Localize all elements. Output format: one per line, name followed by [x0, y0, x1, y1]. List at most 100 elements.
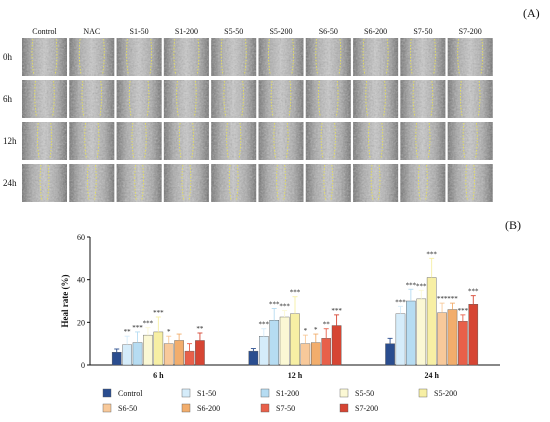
- column-label: S6-200: [364, 27, 387, 36]
- micrograph-image: [447, 164, 493, 202]
- error-bar: [250, 348, 256, 352]
- legend-label: S6-50: [118, 404, 137, 413]
- legend-swatch: [260, 388, 270, 398]
- significance-label: *: [167, 328, 171, 336]
- significance-label: ***: [331, 307, 342, 315]
- significance-label: ***: [132, 324, 143, 332]
- bar: [447, 309, 458, 366]
- error-bar: [449, 302, 455, 310]
- bar: [331, 325, 342, 366]
- error-bar: [439, 302, 445, 313]
- significance-label: ***: [468, 288, 479, 296]
- row-label: 24h: [3, 178, 17, 188]
- bar: [406, 300, 416, 366]
- column-label: S7-50: [413, 27, 432, 36]
- micrograph-image: [353, 122, 399, 160]
- bar: [311, 342, 321, 366]
- micrograph-image: [211, 80, 257, 118]
- micrograph-image: [116, 80, 162, 118]
- micrograph-image: [400, 38, 446, 76]
- bar: [248, 350, 259, 366]
- micrograph-image: [305, 80, 351, 118]
- error-bar: [187, 343, 193, 352]
- significance-label: *: [314, 326, 318, 334]
- error-bar: [408, 288, 414, 301]
- bar: [122, 344, 132, 366]
- legend-swatch: [339, 388, 349, 398]
- micrograph-image: [447, 38, 493, 76]
- y-axis-title: Heal rate (%): [60, 275, 70, 328]
- micrograph-image: [69, 122, 115, 160]
- error-bar: [429, 257, 435, 278]
- bar: [184, 350, 195, 366]
- bar: [395, 313, 406, 366]
- panel-b-letter: (B): [505, 218, 521, 232]
- row-label: 0h: [3, 52, 13, 62]
- error-bar: [387, 337, 393, 344]
- legend-swatch: [418, 388, 428, 398]
- bar: [468, 304, 479, 366]
- legend-swatch: [181, 388, 191, 398]
- micrograph-image: [22, 164, 67, 202]
- error-bar: [135, 331, 141, 343]
- micrograph-image: [258, 38, 304, 76]
- legend-item: S7-200: [339, 403, 378, 413]
- legend-swatch: [102, 388, 112, 398]
- legend-label: S1-200: [276, 389, 299, 398]
- error-bar: [313, 333, 319, 343]
- error-bar: [114, 348, 120, 353]
- error-bar: [292, 296, 298, 314]
- error-bar: [470, 295, 476, 305]
- column-label: S5-50: [224, 27, 243, 36]
- column-label: NAC: [83, 27, 100, 36]
- row-label: 12h: [3, 136, 17, 146]
- column-label: S5-200: [269, 27, 292, 36]
- bar: [300, 343, 311, 366]
- error-bar: [197, 332, 203, 341]
- error-bar: [124, 335, 130, 345]
- significance-label: ***: [269, 300, 280, 308]
- error-bar: [282, 310, 288, 317]
- legend-label: S7-50: [276, 404, 295, 413]
- micrograph-image: [116, 122, 162, 160]
- legend-label: S7-200: [355, 404, 378, 413]
- micrograph-image: [69, 80, 115, 118]
- legend-label: S6-200: [197, 404, 220, 413]
- y-tick-label: 60: [77, 233, 85, 242]
- column-label: S7-200: [459, 27, 482, 36]
- bar: [111, 352, 122, 366]
- legend-item: S5-200: [418, 388, 457, 398]
- legend-item: S7-50: [260, 403, 295, 413]
- micrograph-image: [353, 38, 399, 76]
- significance-label: ***: [406, 281, 417, 289]
- error-bar: [460, 314, 466, 322]
- significance-label: ***: [447, 295, 458, 303]
- column-label: Control: [32, 27, 57, 36]
- micrograph-image: [447, 80, 493, 118]
- bar: [269, 320, 280, 366]
- error-bar: [166, 335, 172, 344]
- bar: [132, 342, 143, 366]
- legend-swatch: [181, 403, 191, 413]
- column-label: S1-50: [130, 27, 149, 36]
- significance-label: **: [124, 328, 132, 336]
- bar: [290, 313, 300, 366]
- x-category-label: 24 h: [424, 371, 439, 380]
- bar: [153, 331, 164, 366]
- significance-label: **: [196, 325, 204, 333]
- significance-label: ***: [395, 298, 406, 306]
- bar: [163, 343, 174, 366]
- significance-label: ***: [426, 250, 437, 258]
- legend-item: S5-50: [339, 388, 374, 398]
- error-bar: [302, 334, 308, 344]
- micrograph-image: [116, 38, 162, 76]
- legend-label: S1-50: [197, 389, 216, 398]
- micrograph-image: [353, 80, 399, 118]
- micrograph-image: [447, 122, 493, 160]
- micrograph-image: [400, 122, 446, 160]
- column-label: S1-200: [175, 27, 198, 36]
- micrograph-image: [163, 80, 209, 118]
- micrograph-image: [258, 122, 304, 160]
- significance-label: ***: [153, 309, 164, 317]
- significance-label: ***: [290, 289, 301, 297]
